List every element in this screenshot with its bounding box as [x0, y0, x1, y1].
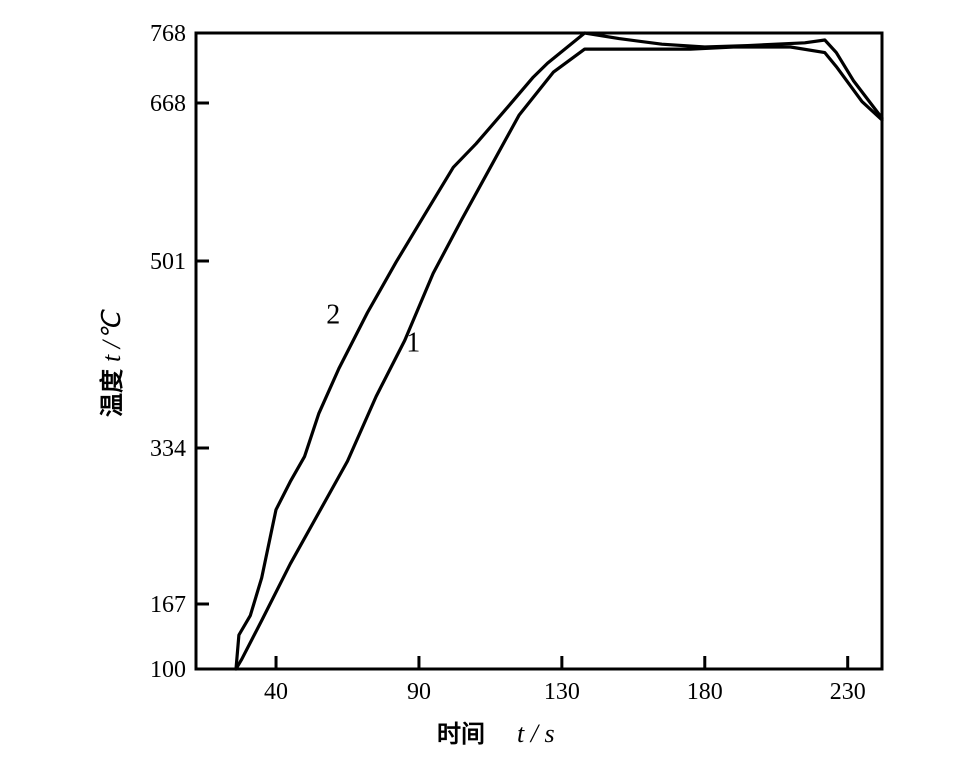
- x-axis-unit: t / s: [517, 719, 555, 748]
- x-tick-label: 130: [544, 679, 580, 705]
- y-tick-label: 768: [150, 21, 186, 47]
- y-tick-label: 167: [150, 592, 186, 618]
- x-tick-label: 90: [407, 679, 431, 705]
- y-tick-label: 668: [150, 91, 186, 117]
- y-axis-title: 温度 t /℃: [97, 309, 126, 417]
- x-axis-label: 时间: [437, 720, 485, 748]
- x-tick-label: 40: [264, 679, 288, 705]
- series-lines: [234, 31, 884, 671]
- y-tick-label: 501: [150, 249, 186, 275]
- series-2-line: [234, 31, 884, 671]
- x-axis-ticks: 40 90 130 180 230: [264, 656, 866, 705]
- y-tick-label: 100: [150, 657, 186, 683]
- series-label-2: 2: [326, 300, 340, 331]
- plot-frame: [194, 31, 884, 671]
- x-tick-label: 230: [830, 679, 866, 705]
- y-axis-label: 温度: [98, 368, 126, 417]
- x-axis-title: 时间 t / s: [437, 719, 555, 748]
- y-tick-label: 334: [150, 436, 186, 462]
- series-annotations: 12: [326, 300, 420, 359]
- series-label-1: 1: [406, 328, 420, 359]
- series-1-line: [234, 45, 884, 671]
- y-axis-ticks: 100 167 334 501 668 768: [150, 21, 209, 683]
- x-tick-label: 180: [687, 679, 723, 705]
- y-axis-unit: t /℃: [97, 309, 126, 362]
